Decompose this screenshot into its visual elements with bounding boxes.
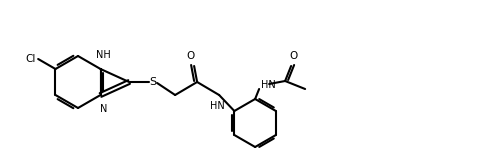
Text: S: S xyxy=(149,77,157,87)
Text: Cl: Cl xyxy=(26,54,36,64)
Text: HN: HN xyxy=(210,101,224,111)
Text: O: O xyxy=(289,51,297,61)
Text: O: O xyxy=(186,51,194,61)
Text: HN: HN xyxy=(261,80,276,90)
Text: N: N xyxy=(100,104,107,114)
Text: NH: NH xyxy=(96,50,111,60)
